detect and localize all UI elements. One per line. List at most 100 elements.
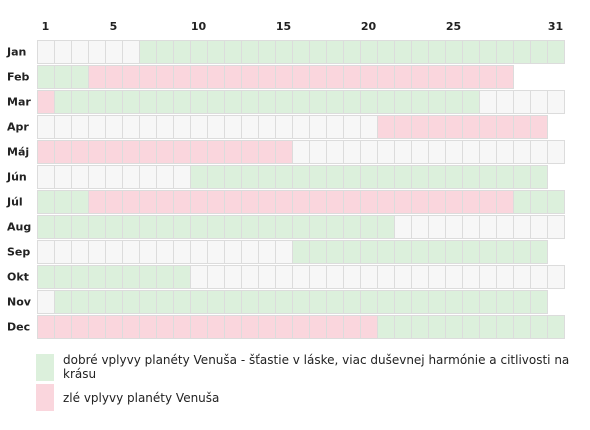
day-cell-good [275, 165, 293, 189]
day-cell-good [309, 40, 327, 64]
day-cell-neutral [513, 265, 531, 289]
day-cell-neutral [173, 240, 191, 264]
day-cell-neutral [428, 215, 446, 239]
legend-item-bad: zlé vplyvy planéty Venuša [36, 384, 219, 411]
day-cell-bad [479, 190, 497, 214]
legend-swatch-good [36, 353, 54, 381]
day-cell-neutral [88, 40, 106, 64]
day-cell-neutral [71, 165, 89, 189]
day-cell-neutral [88, 165, 106, 189]
day-cell-neutral [71, 115, 89, 139]
day-cell-good [139, 265, 157, 289]
day-cell-bad [241, 315, 259, 339]
day-cell-bad [173, 315, 191, 339]
day-cell-good [343, 215, 361, 239]
day-cell-good [54, 65, 72, 89]
day-cell-neutral [139, 165, 157, 189]
month-label: Jún [6, 171, 27, 184]
day-cell-good [309, 165, 327, 189]
day-cell-bad [241, 140, 259, 164]
day-cell-good [394, 90, 412, 114]
day-tick-label: 25 [446, 20, 461, 33]
day-cell-bad [224, 140, 242, 164]
day-cell-good [139, 290, 157, 314]
day-cell-bad [445, 65, 463, 89]
day-cell-good [496, 290, 514, 314]
day-cell-good [156, 215, 174, 239]
day-cell-bad [530, 115, 548, 139]
day-cell-good [54, 90, 72, 114]
day-cell-good [241, 40, 259, 64]
day-cell-bad [377, 115, 395, 139]
day-cell-good [71, 90, 89, 114]
day-cell-good [547, 190, 565, 214]
day-cell-good [377, 215, 395, 239]
day-cell-neutral [462, 265, 480, 289]
day-cell-neutral [105, 165, 123, 189]
day-cell-good [513, 315, 531, 339]
day-cell-good [326, 90, 344, 114]
day-cell-good [360, 215, 378, 239]
day-cell-neutral [54, 115, 72, 139]
day-cell-neutral [394, 140, 412, 164]
day-cell-neutral [530, 140, 548, 164]
day-tick-label: 10 [191, 20, 207, 33]
day-cell-neutral [275, 265, 293, 289]
day-cell-bad [411, 115, 429, 139]
day-cell-good [292, 40, 310, 64]
day-cell-neutral [156, 240, 174, 264]
day-cell-neutral [360, 115, 378, 139]
day-cell-bad [343, 190, 361, 214]
day-cell-good [207, 40, 225, 64]
day-cell-neutral [241, 115, 259, 139]
day-cell-good [377, 240, 395, 264]
day-cell-good [88, 90, 106, 114]
day-cell-bad [258, 140, 276, 164]
day-cell-good [326, 165, 344, 189]
day-cell-neutral [173, 115, 191, 139]
day-cell-good [377, 290, 395, 314]
day-cell-bad [326, 190, 344, 214]
day-cell-good [530, 240, 548, 264]
day-cell-bad [496, 115, 514, 139]
day-cell-good [37, 215, 55, 239]
day-cell-neutral [190, 265, 208, 289]
day-cell-good [394, 165, 412, 189]
day-cell-neutral [530, 90, 548, 114]
day-cell-good [241, 90, 259, 114]
day-cell-good [88, 215, 106, 239]
day-tick-label: 15 [276, 20, 291, 33]
day-cell-bad [190, 65, 208, 89]
day-cell-good [258, 290, 276, 314]
day-cell-neutral [224, 265, 242, 289]
day-cell-bad [156, 190, 174, 214]
month-label: Feb [7, 71, 30, 84]
day-cell-good [258, 40, 276, 64]
day-cell-good [326, 215, 344, 239]
day-cell-bad [394, 115, 412, 139]
day-cell-neutral [71, 240, 89, 264]
day-cell-neutral [258, 240, 276, 264]
day-cell-good [224, 290, 242, 314]
day-cell-bad [275, 190, 293, 214]
day-cell-good [462, 40, 480, 64]
day-cell-neutral [496, 215, 514, 239]
day-cell-good [190, 90, 208, 114]
day-cell-neutral [156, 115, 174, 139]
day-cell-neutral [309, 265, 327, 289]
day-cell-good [190, 165, 208, 189]
day-cell-good [139, 90, 157, 114]
day-cell-good [445, 315, 463, 339]
day-cell-good [71, 265, 89, 289]
day-cell-neutral [292, 115, 310, 139]
day-cell-good [258, 90, 276, 114]
day-cell-good [377, 315, 395, 339]
day-cell-good [309, 215, 327, 239]
day-cell-neutral [275, 115, 293, 139]
day-cell-good [394, 240, 412, 264]
day-cell-bad [122, 315, 140, 339]
day-cell-neutral [360, 265, 378, 289]
day-cell-neutral [173, 165, 191, 189]
day-cell-good [122, 90, 140, 114]
day-cell-neutral [258, 265, 276, 289]
